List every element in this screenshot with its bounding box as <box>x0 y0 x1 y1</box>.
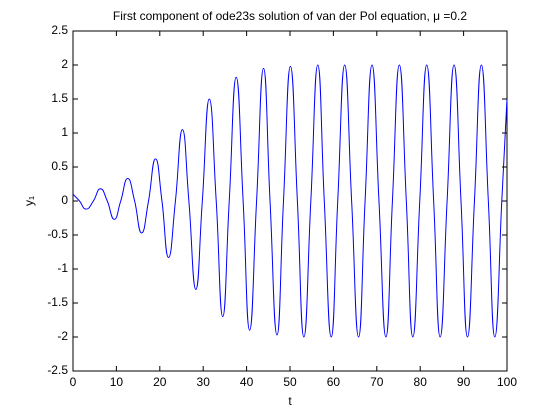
y-tick-label: -0.5 <box>47 227 68 241</box>
x-tick-label: 80 <box>414 375 428 389</box>
y-tick-label: -2.5 <box>47 363 68 377</box>
x-tick-label: 100 <box>497 375 517 389</box>
x-tick-label: 70 <box>370 375 384 389</box>
data-line <box>72 64 508 338</box>
y-tick-label: 0.5 <box>51 159 68 173</box>
x-tick-label: 40 <box>240 375 254 389</box>
y-tick-label: 1.5 <box>51 91 68 105</box>
x-tick-label: 20 <box>153 375 167 389</box>
y-tick-label: -2 <box>57 329 68 343</box>
x-axis-label: t <box>288 394 292 408</box>
x-tick-label: 90 <box>457 375 471 389</box>
y-tick-label: -1.5 <box>47 295 68 309</box>
y-tick-label: -1 <box>57 261 68 275</box>
x-tick-label: 60 <box>327 375 341 389</box>
axes-box <box>72 30 508 372</box>
y-tick-label: 0 <box>61 193 68 207</box>
x-tick-label: 10 <box>110 375 124 389</box>
x-tick-label: 50 <box>283 375 297 389</box>
y-tick-label: 2 <box>61 57 68 71</box>
x-tick-label: 30 <box>197 375 211 389</box>
y-tick-label: 2.5 <box>51 23 68 37</box>
x-tick-label: 0 <box>70 375 77 389</box>
y-tick-label: 1 <box>61 125 68 139</box>
y-axis-label: y₁ <box>22 196 36 206</box>
chart-title: First component of ode23s solution of va… <box>113 9 467 23</box>
